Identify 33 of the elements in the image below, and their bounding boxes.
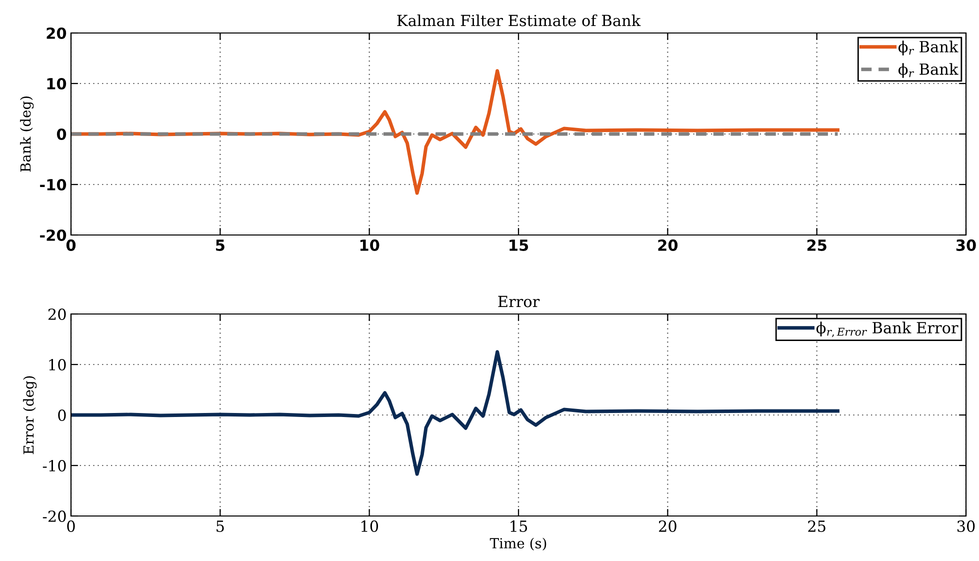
y-tick-label: 0 bbox=[56, 128, 66, 140]
x-tick-label: 15 bbox=[510, 520, 528, 532]
line-series bbox=[71, 350, 840, 476]
x-tick-label: 0 bbox=[67, 520, 75, 532]
x-tick-label: 25 bbox=[808, 520, 826, 532]
x-tick-label: 20 bbox=[658, 520, 676, 532]
x-tick-label: 5 bbox=[216, 520, 224, 532]
y-axis-title: Bank (deg) bbox=[20, 96, 34, 172]
y-tick-label: -20 bbox=[42, 510, 66, 522]
y-axis-title: Error (deg) bbox=[23, 376, 37, 454]
x-tick-label: 15 bbox=[510, 240, 528, 251]
y-tick-label: -10 bbox=[42, 460, 66, 472]
y-tick-label: 10 bbox=[49, 358, 66, 371]
y-tick-label: 20 bbox=[46, 27, 66, 40]
legend-label: ϕ$_{r,Error}$ Bank Error bbox=[816, 322, 958, 338]
y-tick-label: 10 bbox=[47, 78, 66, 90]
x-tick-label: 20 bbox=[658, 239, 678, 251]
y-tick-label: 0 bbox=[58, 409, 66, 422]
legend-label: ϕ$_{r}$ Bank bbox=[898, 40, 958, 56]
x-tick-label: 5 bbox=[216, 240, 224, 251]
x-tick-label: 25 bbox=[807, 239, 826, 251]
x-tick-label: 0 bbox=[66, 239, 76, 251]
x-tick-label: 10 bbox=[360, 239, 380, 251]
x-tick-label: 10 bbox=[361, 520, 378, 532]
chart-title: Error bbox=[498, 296, 540, 308]
y-tick-label: 20 bbox=[48, 308, 66, 320]
y-tick-label: -10 bbox=[40, 178, 66, 191]
chart-title: Kalman Filter Estimate of Bank bbox=[397, 14, 641, 26]
legend-label: ϕ$_{r}$ Bank bbox=[898, 63, 958, 78]
x-tick-label: 30 bbox=[957, 520, 975, 532]
y-tick-label: -20 bbox=[40, 229, 66, 242]
x-tick-label: 30 bbox=[956, 239, 976, 251]
x-axis-title: Time (s) bbox=[490, 538, 546, 550]
